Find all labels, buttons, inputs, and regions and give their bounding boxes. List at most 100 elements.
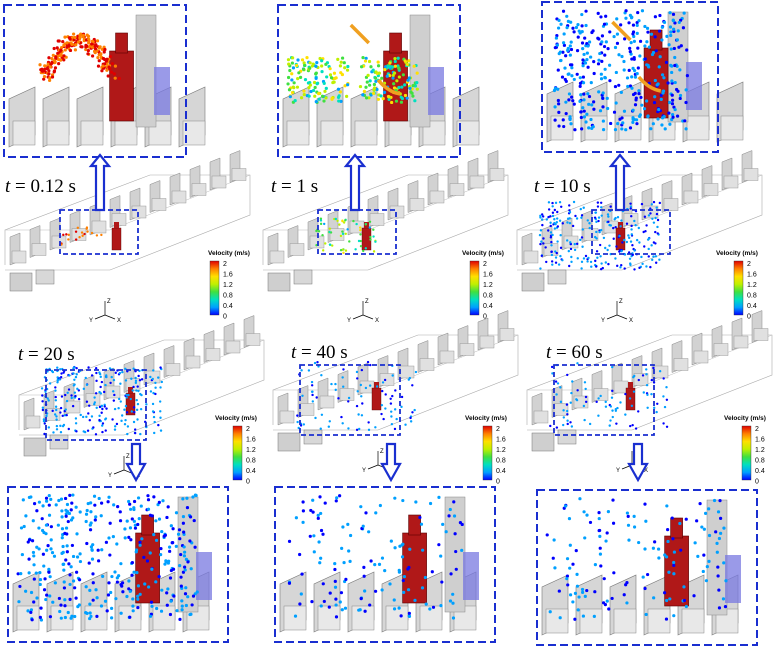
- particle: [608, 223, 611, 227]
- particle: [183, 592, 188, 596]
- seat: [693, 350, 709, 364]
- particle: [321, 532, 325, 536]
- particle: [70, 543, 75, 548]
- colorbar-tick-label: 1.6: [246, 437, 256, 444]
- particle: [600, 214, 603, 217]
- particle: [355, 428, 359, 432]
- particle: [631, 243, 634, 247]
- particle: [364, 386, 368, 390]
- particle: [105, 375, 108, 379]
- particle: [154, 538, 159, 542]
- particle: [637, 410, 640, 413]
- particle: [318, 495, 322, 499]
- particle: [90, 39, 94, 43]
- particle: [635, 122, 639, 126]
- flow-arrow: [637, 75, 662, 93]
- seat: [553, 403, 569, 416]
- particle: [136, 605, 140, 610]
- axis-label-y: Y: [362, 468, 366, 474]
- particle: [590, 103, 594, 107]
- particle: [587, 40, 592, 44]
- particle: [601, 105, 605, 109]
- tall-partition: [135, 14, 157, 128]
- particle: [137, 389, 140, 393]
- seat: [399, 365, 415, 379]
- particle: [622, 238, 626, 242]
- particle: [635, 72, 639, 76]
- particle: [620, 116, 624, 120]
- particle: [551, 211, 555, 214]
- particle: [545, 218, 549, 221]
- particle: [40, 69, 45, 73]
- particle: [360, 368, 364, 372]
- particle: [397, 85, 401, 90]
- particle: [91, 598, 95, 602]
- particle: [55, 418, 58, 421]
- particle: [78, 33, 82, 37]
- seat: [723, 175, 739, 189]
- seat: [369, 213, 385, 226]
- seat: [550, 115, 574, 141]
- particle: [601, 128, 606, 132]
- particle: [52, 59, 56, 63]
- particle: [665, 425, 669, 428]
- particle: [568, 543, 572, 547]
- particle: [177, 528, 182, 532]
- particle: [109, 381, 112, 385]
- particle: [93, 503, 97, 507]
- particle: [449, 572, 453, 576]
- particle: [119, 562, 123, 566]
- particle: [362, 89, 366, 93]
- particle: [628, 84, 633, 88]
- particle: [571, 99, 575, 103]
- particle: [723, 605, 728, 609]
- colorbar-scale: [733, 260, 744, 316]
- particle: [597, 414, 600, 417]
- particle: [629, 16, 634, 20]
- particle: [722, 561, 726, 565]
- particle: [117, 76, 121, 81]
- particle: [97, 496, 101, 501]
- particle: [665, 504, 669, 508]
- selection-box: [317, 209, 397, 255]
- particle: [582, 404, 586, 408]
- particle: [74, 417, 78, 420]
- particle: [386, 94, 391, 99]
- particle: [673, 21, 677, 25]
- particle: [579, 115, 583, 120]
- particle: [59, 48, 63, 52]
- particle: [619, 225, 622, 228]
- particle: [194, 493, 198, 498]
- particle: [630, 86, 634, 90]
- particle: [551, 205, 554, 208]
- particle: [183, 568, 187, 572]
- particle: [362, 249, 365, 253]
- particle: [565, 403, 569, 406]
- particle: [101, 430, 104, 434]
- particle: [345, 94, 349, 98]
- particle: [645, 99, 649, 103]
- particle: [663, 553, 667, 557]
- particle: [344, 232, 347, 235]
- particle: [51, 600, 55, 604]
- particle: [82, 387, 86, 391]
- zoom-view: [3, 4, 206, 158]
- particle: [47, 426, 51, 429]
- particle: [359, 597, 363, 601]
- particle: [664, 617, 669, 621]
- particle: [49, 497, 53, 501]
- particle: [94, 392, 98, 395]
- particle: [328, 420, 331, 423]
- particle: [573, 591, 578, 595]
- particle: [571, 380, 574, 383]
- particle: [132, 507, 136, 512]
- time-label: t = 40 s: [291, 342, 348, 363]
- particle: [94, 433, 98, 436]
- particle: [74, 596, 78, 600]
- particle: [183, 565, 187, 569]
- particle: [581, 106, 585, 110]
- particle: [363, 589, 367, 593]
- particle: [312, 550, 316, 554]
- particle: [47, 567, 51, 571]
- seat: [283, 605, 307, 631]
